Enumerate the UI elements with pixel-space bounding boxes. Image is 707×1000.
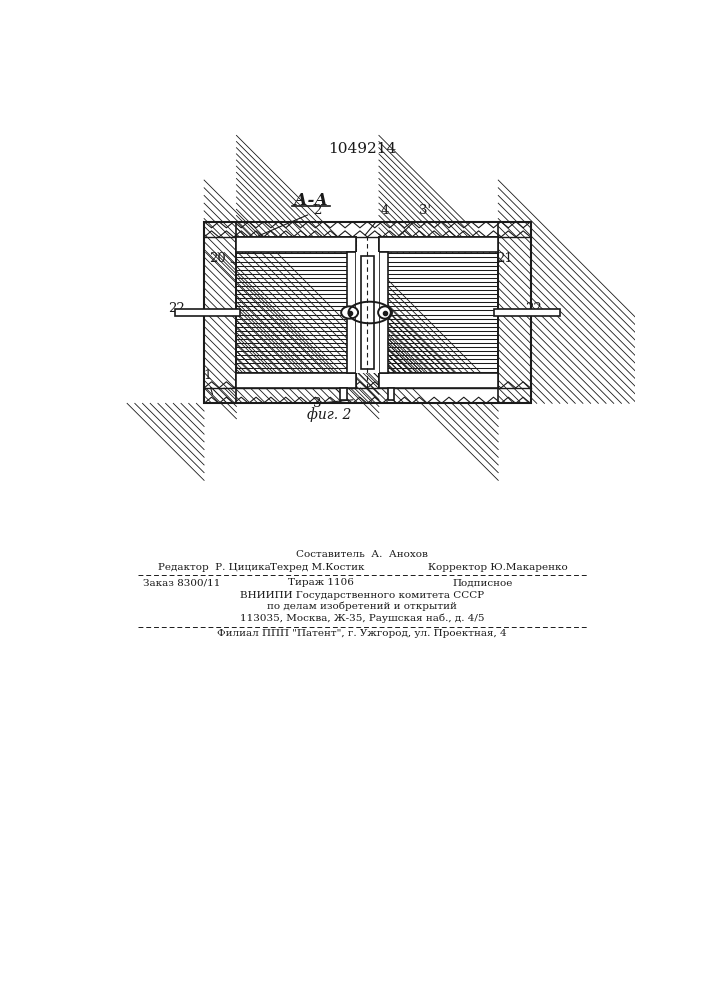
Ellipse shape [378, 306, 392, 319]
Text: 22: 22 [168, 302, 185, 315]
Text: по делам изобретений и открытий: по делам изобретений и открытий [267, 602, 457, 611]
Bar [204, 222, 236, 403]
Bar [361, 256, 373, 369]
Text: Подписное: Подписное [452, 578, 513, 587]
Text: 3': 3' [400, 204, 431, 235]
Text: 2: 2 [258, 204, 322, 236]
Text: 113035, Москва, Ж-35, Раушская наб., д. 4/5: 113035, Москва, Ж-35, Раушская наб., д. … [240, 613, 484, 623]
Bar [356, 252, 379, 373]
Text: А-А: А-А [294, 192, 328, 209]
Text: фиг. 2: фиг. 2 [307, 407, 351, 422]
Bar [498, 222, 530, 403]
Bar [388, 388, 395, 400]
Text: 22: 22 [525, 302, 554, 315]
Bar [340, 388, 346, 400]
Text: Заказ 8300/11: Заказ 8300/11 [143, 578, 220, 587]
Text: Техред М.Костик: Техред М.Костик [270, 563, 365, 572]
Bar [204, 222, 530, 403]
Text: 20: 20 [209, 252, 236, 265]
Text: Редактор  Р. Цицика: Редактор Р. Цицика [158, 563, 271, 572]
Bar [494, 309, 560, 316]
Bar [236, 373, 356, 388]
Text: 4: 4 [366, 204, 390, 235]
Bar [175, 309, 240, 316]
Text: 3: 3 [313, 397, 353, 410]
Bar [346, 252, 356, 373]
Text: Составитель  А.  Анохов: Составитель А. Анохов [296, 550, 428, 559]
Text: 1049214: 1049214 [328, 142, 396, 156]
Bar [379, 252, 388, 373]
Bar [379, 237, 498, 252]
Bar [379, 237, 498, 388]
Text: Тираж 1106: Тираж 1106 [288, 578, 354, 587]
Bar [236, 237, 356, 252]
Text: Филиал ППП "Патент", г. Ужгород, ул. Проектная, 4: Филиал ППП "Патент", г. Ужгород, ул. Про… [217, 629, 507, 638]
Text: 21: 21 [496, 252, 513, 265]
Bar [236, 237, 356, 388]
Bar [379, 373, 498, 388]
Ellipse shape [341, 306, 358, 319]
Text: Корректор Ю.Макаренко: Корректор Ю.Макаренко [428, 563, 568, 572]
Text: ВНИИПИ Государственного комитета СССР: ВНИИПИ Государственного комитета СССР [240, 591, 484, 600]
Text: 1: 1 [203, 369, 213, 395]
